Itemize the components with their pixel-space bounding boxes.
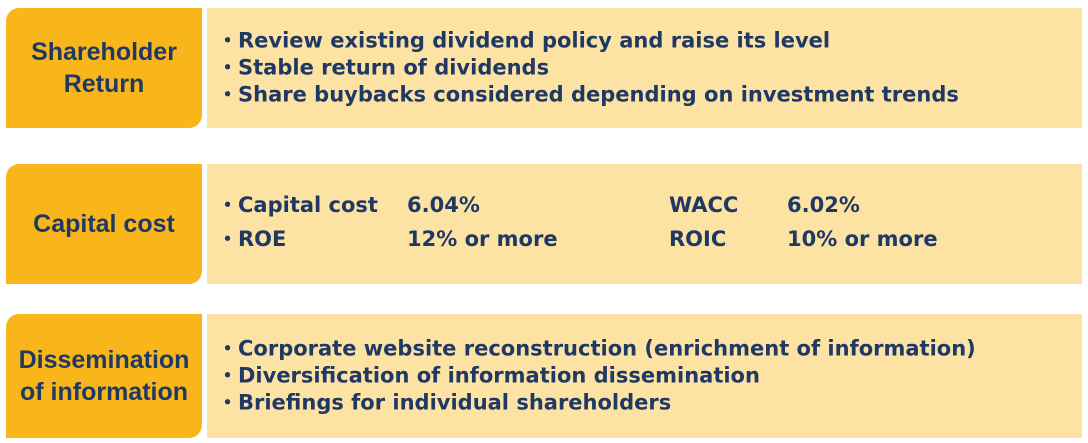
capital-cost-label-text: Capital cost: [33, 210, 175, 238]
dissemination-section: Dissemination of information ・Corporate …: [0, 314, 1088, 438]
capital-cost-label: Capital cost: [6, 164, 202, 284]
dissemination-label-line: of information: [19, 378, 189, 406]
roe-metric-value: 12% or more: [407, 227, 558, 251]
list-item: ・Diversification of information dissemin…: [217, 363, 760, 388]
capital-cost-metric-label: ・Capital cost: [217, 193, 378, 217]
wacc-metric-label: WACC: [669, 193, 739, 217]
roic-metric-label: ROIC: [669, 227, 727, 251]
shareholder-return-section: Shareholder Return ・Review existing divi…: [0, 8, 1088, 128]
roic-metric-value: 10% or more: [787, 227, 938, 251]
capital-cost-section: Capital cost ・Capital cost 6.04% WACC 6.…: [0, 164, 1088, 284]
shareholder-return-content: ・Review existing dividend policy and rai…: [207, 8, 1082, 128]
capital-cost-metric-value: 6.04%: [407, 193, 480, 217]
capital-cost-content: ・Capital cost 6.04% WACC 6.02% ・ROE 12% …: [207, 164, 1082, 284]
list-item: ・Share buybacks considered depending on …: [217, 82, 959, 107]
dissemination-content: ・Corporate website reconstruction (enric…: [207, 314, 1082, 438]
list-item: ・Stable return of dividends: [217, 55, 550, 80]
dissemination-label-line: Dissemination: [18, 346, 190, 374]
shareholder-return-list: ・Review existing dividend policy and rai…: [217, 28, 959, 109]
list-item: ・Corporate website reconstruction (enric…: [217, 336, 976, 361]
shareholder-return-label: Shareholder Return: [6, 8, 202, 128]
list-item: ・Review existing dividend policy and rai…: [217, 28, 831, 53]
dissemination-label: Dissemination of information: [6, 314, 202, 438]
dissemination-list: ・Corporate website reconstruction (enric…: [217, 336, 976, 417]
roe-metric-label: ・ROE: [217, 227, 287, 251]
list-item: ・Briefings for individual shareholders: [217, 390, 672, 415]
capital-cost-metrics: ・Capital cost 6.04% WACC 6.02% ・ROE 12% …: [217, 192, 1077, 262]
wacc-metric-value: 6.02%: [787, 193, 860, 217]
shareholder-return-label-line: Return: [63, 70, 145, 98]
shareholder-return-label-line: Shareholder: [31, 38, 177, 66]
